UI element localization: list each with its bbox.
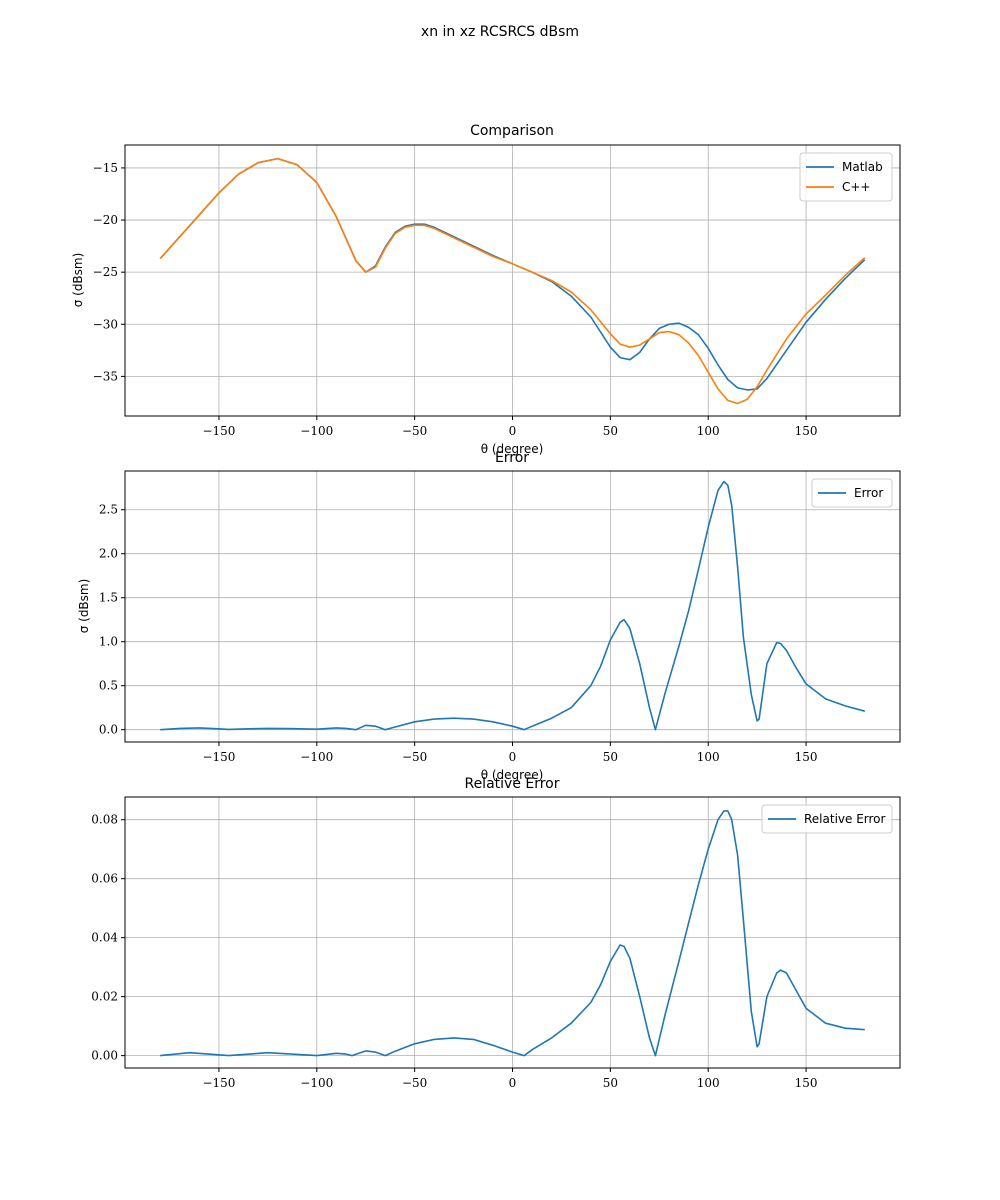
legend-box — [799, 152, 893, 202]
x-tick-label: −50 — [402, 750, 427, 764]
x-tick-label: −50 — [402, 1076, 427, 1090]
y-tick-label: 0.06 — [91, 872, 118, 886]
ticks-relative-error: −150 −100 −50 0 50 100 150 0.00 0.02 0.04 0.06 0.08 — [91, 813, 817, 1090]
y-tick-label: 1.5 — [99, 591, 118, 605]
y-tick-label: 0.08 — [91, 813, 118, 827]
legend-label: Relative Error — [804, 812, 886, 826]
series-line-c- — [159, 157, 866, 405]
legend-label: Matlab — [842, 160, 883, 174]
series-line-relative-error — [160, 810, 865, 1057]
panel-error: −150 −100 −50 0 50 100 150 0.0 0.5 1.0 1.5 2.0 2.5 E… — [77, 450, 901, 782]
x-tick-label: 50 — [603, 750, 618, 764]
x-tick-label: 50 — [603, 424, 618, 438]
x-tick-label: 50 — [603, 1076, 618, 1090]
x-tick-label: 0 — [509, 750, 517, 764]
x-tick-label: −100 — [300, 424, 333, 438]
title-error: Error — [495, 450, 529, 466]
x-tick-label: −100 — [300, 750, 333, 764]
legend-label: Error — [854, 486, 883, 500]
x-tick-label: −150 — [202, 750, 235, 764]
x-tick-label: 150 — [795, 424, 818, 438]
y-tick-label: 2.5 — [99, 503, 118, 517]
x-tick-label: 100 — [697, 424, 720, 438]
ticks-error: −150 −100 −50 0 50 100 150 0.0 0.5 1.0 1.5 2.0 2.5 — [99, 503, 818, 764]
ylabel-error: σ (dBsm) — [77, 579, 91, 634]
y-tick-label: 0.5 — [99, 679, 118, 693]
ylabel-comparison: σ (dBsm) — [71, 253, 85, 308]
title-comparison: Comparison — [470, 123, 554, 139]
y-tick-label: 0.0 — [99, 723, 118, 737]
xlabel-error: θ (degree) — [481, 768, 544, 782]
x-tick-label: 100 — [697, 1076, 720, 1090]
legend-comparison: Matlab C++ — [799, 152, 893, 202]
lines-error — [160, 480, 866, 731]
legend-box — [811, 478, 893, 508]
y-tick-label: −25 — [93, 265, 118, 279]
x-tick-label: −150 — [202, 424, 235, 438]
x-tick-label: −150 — [202, 1076, 235, 1090]
ticks-comparison: −150 −100 −50 0 50 100 150 −35 −30 −25 −20 −15 — [93, 161, 818, 438]
lines-comparison — [159, 157, 866, 405]
y-tick-label: 1.0 — [99, 635, 118, 649]
lines-relative-error — [160, 810, 865, 1057]
legend-box — [761, 804, 893, 834]
x-tick-label: 0 — [509, 1076, 517, 1090]
y-tick-label: 0.00 — [91, 1049, 118, 1063]
y-tick-label: −20 — [93, 213, 118, 227]
x-tick-label: −100 — [300, 1076, 333, 1090]
panel-relative-error: −150 −100 −50 0 50 100 150 0.00 0.02 0.04 0.06 0.08… — [91, 776, 901, 1090]
figure-title: xn in xz RCSRCS dBsm — [421, 24, 579, 40]
legend-relative-error: Relative Error — [761, 804, 893, 834]
y-tick-label: −35 — [93, 369, 118, 383]
x-tick-label: 150 — [795, 1076, 818, 1090]
y-tick-label: −30 — [93, 317, 118, 331]
panel-comparison: −150 −100 −50 0 50 100 150 −35 −30 −25 −20 −15 Comp… — [71, 123, 901, 456]
x-tick-label: 100 — [697, 750, 720, 764]
y-tick-label: 0.04 — [91, 931, 118, 945]
y-tick-label: 0.02 — [91, 990, 118, 1004]
legend-label: C++ — [842, 180, 871, 194]
x-tick-label: 0 — [509, 424, 517, 438]
series-line-error — [160, 480, 866, 731]
xlabel-comparison: θ (degree) — [481, 442, 544, 456]
title-relative-error: Relative Error — [464, 776, 559, 792]
y-tick-label: −15 — [93, 161, 118, 175]
y-tick-label: 2.0 — [99, 547, 118, 561]
x-tick-label: 150 — [795, 750, 818, 764]
grid-error — [125, 471, 900, 742]
legend-error: Error — [811, 478, 893, 508]
grid-comparison — [125, 145, 900, 416]
x-tick-label: −50 — [402, 424, 427, 438]
grid-relative-error — [125, 797, 900, 1068]
